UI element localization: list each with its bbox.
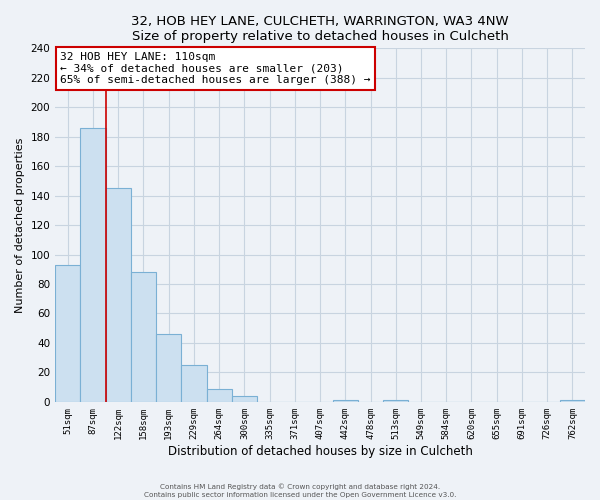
Bar (156, 334, 181, 402)
Bar (383, 400, 409, 402)
Bar (80, 128, 106, 402)
Bar (232, 396, 257, 402)
Bar (332, 400, 358, 402)
Text: 32 HOB HEY LANE: 110sqm
← 34% of detached houses are smaller (203)
65% of semi-d: 32 HOB HEY LANE: 110sqm ← 34% of detache… (61, 52, 371, 85)
Title: 32, HOB HEY LANE, CULCHETH, WARRINGTON, WA3 4NW
Size of property relative to det: 32, HOB HEY LANE, CULCHETH, WARRINGTON, … (131, 15, 509, 43)
Bar (181, 365, 206, 402)
Bar (106, 188, 131, 402)
Bar (131, 272, 156, 402)
Text: Contains HM Land Registry data © Crown copyright and database right 2024.
Contai: Contains HM Land Registry data © Crown c… (144, 484, 456, 498)
Bar (206, 388, 232, 402)
Bar (55, 265, 80, 402)
Y-axis label: Number of detached properties: Number of detached properties (15, 138, 25, 313)
X-axis label: Distribution of detached houses by size in Culcheth: Distribution of detached houses by size … (167, 444, 473, 458)
Bar (560, 400, 585, 402)
